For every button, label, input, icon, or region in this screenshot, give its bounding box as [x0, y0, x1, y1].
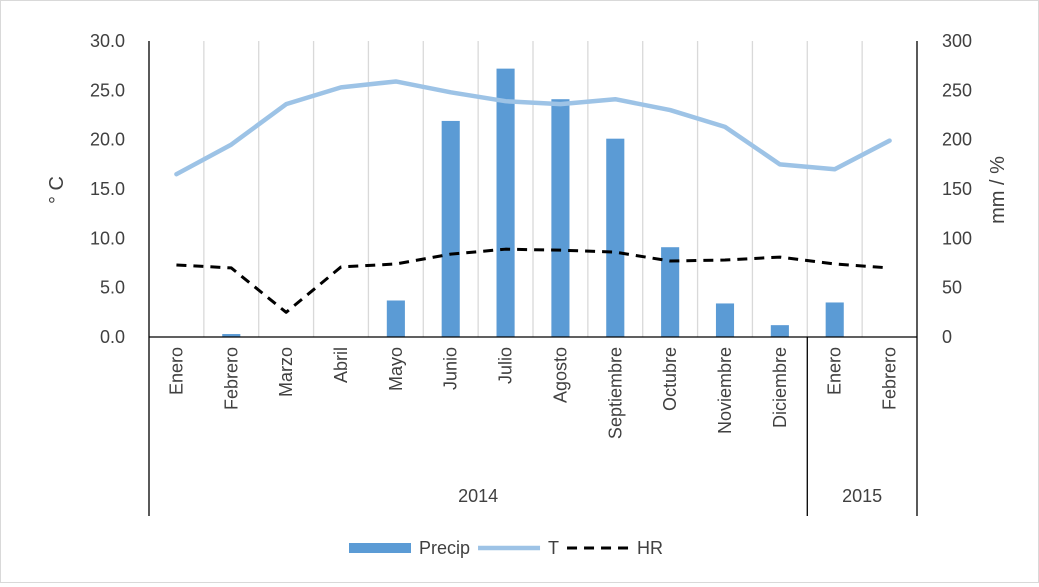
category-label: Junio	[441, 347, 461, 390]
series-lines	[174, 79, 892, 314]
category-label: Marzo	[276, 347, 296, 397]
year-label: 2014	[458, 486, 498, 506]
category-label: Noviembre	[715, 347, 735, 434]
category-label: Enero	[825, 347, 845, 395]
precip-bar	[441, 120, 460, 337]
year-group-labels: 2014 2015	[458, 486, 882, 506]
category-label: Enero	[166, 347, 186, 395]
precip-bars	[222, 68, 844, 338]
legend-swatch-precip	[349, 543, 411, 553]
precip-bar	[496, 68, 515, 338]
year-label: 2015	[842, 486, 882, 506]
y2-tick-label: 200	[942, 130, 972, 150]
legend-label-hr: HR	[637, 538, 663, 558]
category-labels: Enero Febrero Marzo Abril Mayo Junio Julio Agos…	[166, 347, 899, 439]
y2-tick-label: 150	[942, 179, 972, 199]
precip-bar	[551, 99, 570, 337]
category-label: Julio	[496, 347, 516, 384]
y2-tick-label: 300	[942, 31, 972, 51]
left-axis-title: ° C	[46, 176, 68, 204]
precip-bar	[770, 325, 789, 337]
right-axis-title: mm / %	[987, 156, 1009, 224]
y-tick-label: 10.0	[90, 228, 125, 248]
legend-label-precip: Precip	[419, 538, 470, 558]
category-label: Octubre	[660, 347, 680, 411]
legend-label-t: T	[548, 538, 559, 558]
y-tick-label: 15.0	[90, 179, 125, 199]
precip-bar	[825, 302, 844, 337]
y2-tick-label: 250	[942, 80, 972, 100]
series-line-hr	[176, 247, 890, 314]
precip-bar	[661, 247, 680, 337]
axes	[148, 41, 918, 516]
y-tick-label: 20.0	[90, 130, 125, 150]
category-label: Septiembre	[605, 347, 625, 439]
precip-bar	[222, 334, 241, 337]
legend: Precip T HR	[349, 538, 663, 558]
category-label: Febrero	[880, 347, 900, 410]
precip-bar	[715, 303, 735, 337]
y-tick-label: 5.0	[100, 278, 125, 298]
y2-tick-label: 0	[942, 327, 952, 347]
y-tick-label: 30.0	[90, 31, 125, 51]
category-label: Agosto	[550, 347, 570, 403]
category-label: Mayo	[386, 347, 406, 391]
category-label: Abril	[331, 347, 351, 383]
category-label: Diciembre	[770, 347, 790, 428]
right-axis-ticks: 0 50 100 150 200 250 300	[942, 31, 972, 347]
precip-bar	[606, 138, 625, 337]
category-label: Febrero	[221, 347, 241, 410]
left-axis-ticks: 0.0 5.0 10.0 15.0 20.0 25.0 30.0	[90, 31, 125, 347]
precip-bar	[386, 300, 405, 337]
vertical-gridlines	[203, 41, 863, 337]
series-line-t	[174, 79, 892, 177]
y2-tick-label: 50	[942, 278, 962, 298]
y-tick-label: 0.0	[100, 327, 125, 347]
y-tick-label: 25.0	[90, 80, 125, 100]
y2-tick-label: 100	[942, 228, 972, 248]
